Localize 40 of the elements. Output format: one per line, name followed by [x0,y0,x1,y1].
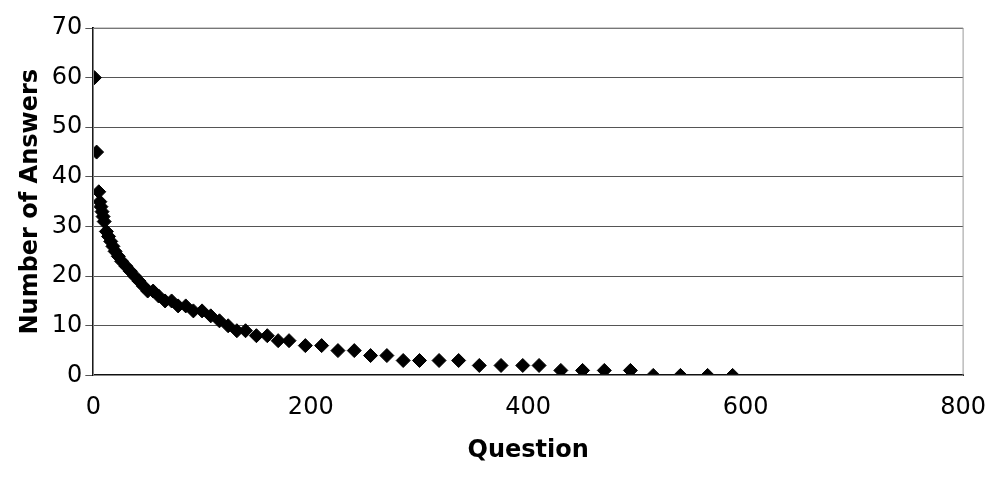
point [596,362,612,376]
x-tick-label: 800 [940,392,986,421]
point [314,338,330,354]
y-tick-label: 0 [67,359,83,388]
point [203,308,219,324]
x-tick-label: 0 [85,392,101,421]
point [379,348,395,364]
point [395,353,411,369]
point [553,362,569,376]
x-axis-title: Question [467,434,589,463]
point [451,353,467,369]
y-tick-label: 30 [51,210,83,239]
x-tick-label: 400 [505,392,552,421]
y-tick-label: 20 [51,260,83,289]
point [363,348,379,364]
point [259,328,275,344]
y-tick-label: 40 [51,161,83,190]
point [412,353,427,369]
point [471,357,487,373]
y-tick-label: 60 [51,61,83,90]
point [281,333,297,349]
y-axis-title: Number of Answers [14,68,43,335]
point [270,333,286,349]
point [330,343,346,359]
point [220,318,236,334]
point [248,328,264,344]
point [575,362,591,376]
y-tick-label: 50 [51,111,83,140]
point [622,362,638,376]
point [493,357,509,373]
point [531,357,547,373]
x-tick-label: 200 [287,392,334,421]
y-tick-label: 70 [51,12,83,41]
point [346,343,362,359]
point [211,313,227,329]
point [297,338,313,354]
y-tick-label: 10 [51,310,83,339]
point [515,357,531,373]
point [431,353,447,369]
x-tick-label: 600 [722,392,769,421]
